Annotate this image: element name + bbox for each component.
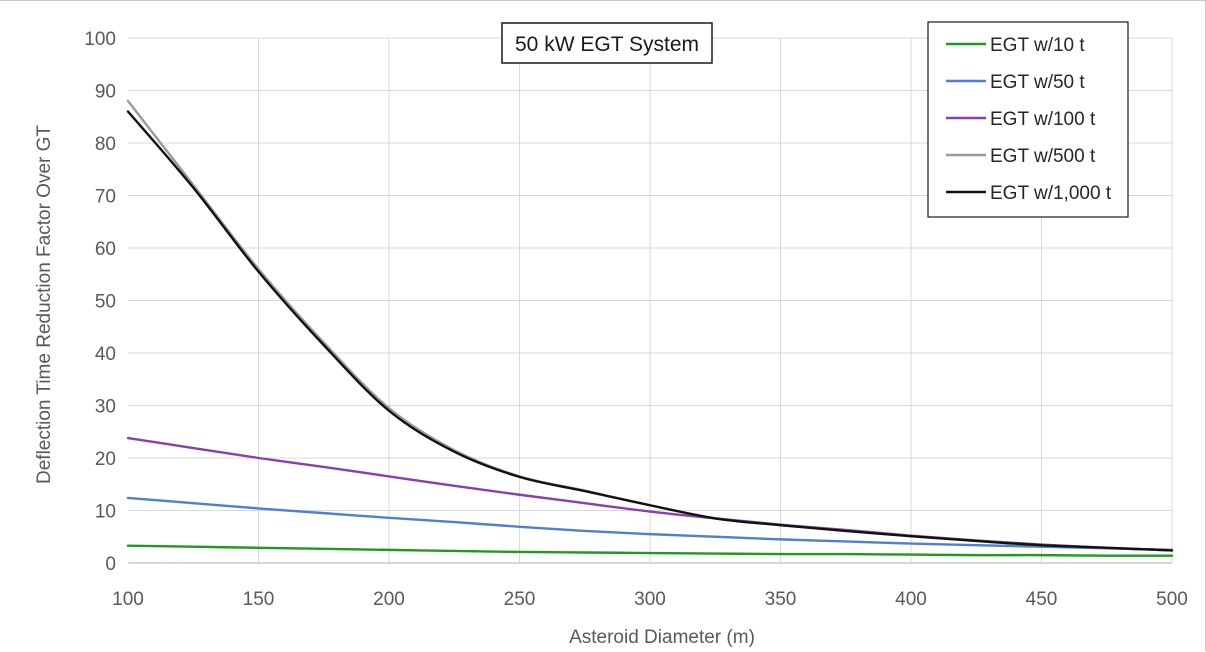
legend-label: EGT w/100 t <box>990 109 1096 130</box>
y-tick-label: 90 <box>95 82 116 103</box>
series-lines <box>126 99 1174 557</box>
series-line-egt-w-10-t <box>126 544 1174 557</box>
x-axis-title: Asteroid Diameter (m) <box>569 627 755 648</box>
y-tick-label: 50 <box>95 292 116 313</box>
x-tick-label: 500 <box>1156 589 1188 610</box>
legend: EGT w/10 t EGT w/50 t EGT w/100 t EGT w/500… <box>927 21 1129 218</box>
y-tick-label: 0 <box>105 554 116 575</box>
series-line-egt-w-50-t <box>126 496 1174 552</box>
x-tick-label: 400 <box>895 589 927 610</box>
y-tick-label: 20 <box>95 449 116 470</box>
legend-label: EGT w/500 t <box>990 146 1096 167</box>
series-line-egt-w-1-000-t <box>126 110 1174 552</box>
chart-title: 50 kW EGT System <box>515 33 699 56</box>
legend-label: EGT w/50 t <box>990 72 1085 93</box>
y-tick-label: 40 <box>95 344 116 365</box>
x-tick-label: 200 <box>373 589 405 610</box>
y-tick-label: 60 <box>95 239 116 260</box>
tick-labels: 0 10 20 30 40 50 60 70 80 90 100 100 150 200 250 300 350… <box>84 29 1188 610</box>
y-axis-title: Deflection Time Reduction Factor Over GT <box>34 125 55 484</box>
x-tick-label: 350 <box>765 589 797 610</box>
legend-label: EGT w/10 t <box>990 35 1085 56</box>
chart-title-box: 50 kW EGT System <box>501 22 713 64</box>
x-tick-label: 300 <box>634 589 666 610</box>
x-tick-label: 450 <box>1026 589 1058 610</box>
y-tick-label: 100 <box>84 29 116 50</box>
x-tick-label: 250 <box>504 589 536 610</box>
x-tick-label: 100 <box>112 589 144 610</box>
y-tick-label: 70 <box>95 187 116 208</box>
gridlines <box>128 37 1173 563</box>
x-tick-label: 150 <box>243 589 275 610</box>
y-tick-label: 30 <box>95 397 116 418</box>
y-tick-label: 10 <box>95 502 116 523</box>
y-tick-label: 80 <box>95 134 116 155</box>
legend-label: EGT w/1,000 t <box>990 183 1112 204</box>
